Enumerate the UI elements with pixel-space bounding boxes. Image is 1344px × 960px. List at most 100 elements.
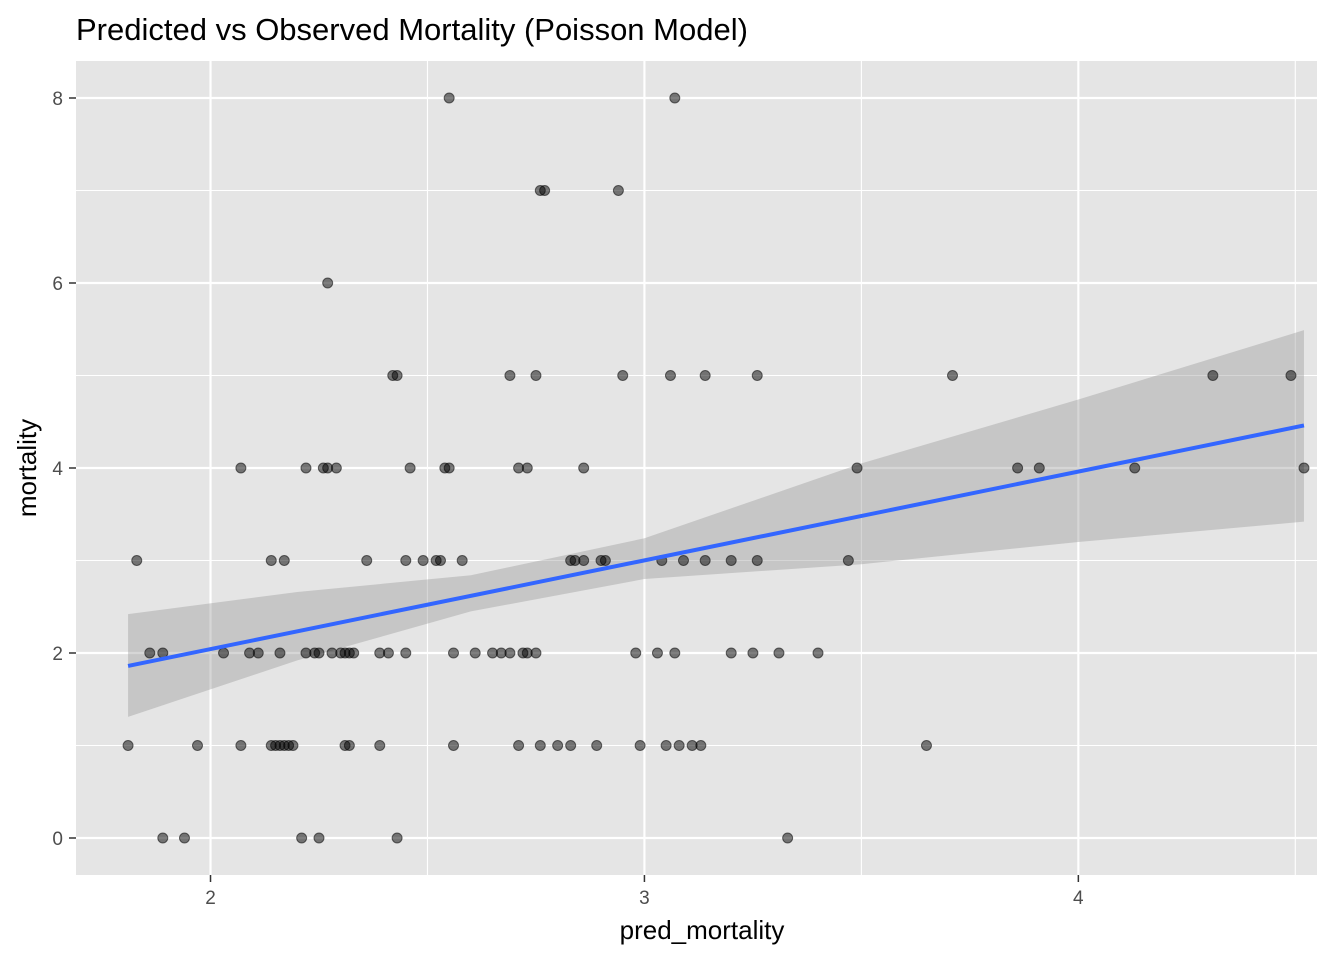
data-point bbox=[265, 555, 277, 566]
data-point bbox=[591, 740, 603, 751]
data-point bbox=[725, 647, 737, 659]
data-point bbox=[521, 462, 533, 474]
data-point bbox=[851, 462, 863, 474]
data-point bbox=[122, 740, 134, 751]
y-axis-title: mortality bbox=[12, 419, 42, 517]
data-point bbox=[391, 370, 403, 381]
data-point bbox=[578, 462, 590, 474]
data-point bbox=[651, 647, 663, 659]
data-point bbox=[513, 740, 525, 751]
data-point bbox=[669, 647, 681, 659]
data-point bbox=[812, 647, 824, 659]
data-point bbox=[677, 555, 689, 566]
data-point bbox=[612, 185, 624, 196]
data-point bbox=[235, 462, 247, 474]
data-point bbox=[448, 647, 460, 659]
data-point bbox=[751, 555, 763, 566]
data-point bbox=[391, 832, 403, 844]
y-tick-label: 6 bbox=[52, 274, 63, 295]
data-point bbox=[695, 740, 707, 751]
data-point bbox=[417, 555, 429, 566]
data-point bbox=[1033, 462, 1045, 474]
data-point bbox=[456, 555, 468, 566]
data-point bbox=[300, 462, 312, 474]
major-grid bbox=[76, 61, 1317, 875]
data-point bbox=[751, 370, 763, 381]
data-point bbox=[747, 647, 759, 659]
data-point bbox=[178, 832, 190, 844]
data-point bbox=[699, 555, 711, 566]
y-tick-label: 2 bbox=[52, 644, 63, 665]
y-axis-ticks: 0 2 4 6 8 bbox=[52, 89, 76, 850]
regression-line bbox=[127, 423, 1305, 668]
y-tick-label: 8 bbox=[52, 89, 63, 110]
data-point bbox=[530, 647, 542, 659]
data-point bbox=[235, 740, 247, 751]
data-point bbox=[400, 555, 412, 566]
data-point bbox=[725, 555, 737, 566]
data-point bbox=[617, 370, 629, 381]
x-axis-title: pred_mortality bbox=[620, 915, 785, 945]
confidence-band bbox=[128, 330, 1304, 717]
x-tick-label: 4 bbox=[1073, 888, 1084, 909]
data-point bbox=[252, 647, 264, 659]
data-point bbox=[1285, 370, 1297, 381]
data-point bbox=[131, 555, 143, 566]
data-point bbox=[348, 647, 360, 659]
data-point bbox=[278, 555, 290, 566]
data-point bbox=[443, 462, 455, 474]
data-point bbox=[343, 740, 355, 751]
data-point bbox=[287, 740, 299, 751]
data-point bbox=[1012, 462, 1024, 474]
chart-title: Predicted vs Observed Mortality (Poisson… bbox=[76, 12, 748, 47]
data-point bbox=[534, 740, 546, 751]
data-point bbox=[842, 555, 854, 566]
data-point bbox=[1298, 462, 1310, 474]
data-point bbox=[157, 832, 169, 844]
smooth-line-layer bbox=[127, 423, 1305, 668]
data-point bbox=[191, 740, 203, 751]
data-point bbox=[634, 740, 646, 751]
data-point bbox=[361, 555, 373, 566]
data-point bbox=[144, 647, 156, 659]
data-point bbox=[504, 370, 516, 381]
data-point bbox=[382, 647, 394, 659]
data-point bbox=[530, 370, 542, 381]
data-point bbox=[313, 832, 325, 844]
data-point bbox=[274, 647, 286, 659]
y-tick-label: 0 bbox=[52, 829, 63, 850]
data-point bbox=[330, 462, 342, 474]
data-point bbox=[673, 740, 685, 751]
data-point bbox=[469, 647, 481, 659]
x-tick-label: 3 bbox=[639, 888, 650, 909]
data-point bbox=[599, 555, 611, 566]
data-point bbox=[218, 647, 230, 659]
data-point bbox=[552, 740, 564, 751]
data-point bbox=[313, 647, 325, 659]
data-point bbox=[699, 370, 711, 381]
data-point bbox=[322, 277, 334, 289]
data-point bbox=[1207, 370, 1219, 381]
points-layer bbox=[122, 92, 1310, 844]
data-point bbox=[630, 647, 642, 659]
data-point bbox=[404, 462, 416, 474]
data-point bbox=[773, 647, 785, 659]
data-point bbox=[400, 647, 412, 659]
data-point bbox=[539, 185, 551, 196]
data-point bbox=[448, 740, 460, 751]
data-point bbox=[664, 370, 676, 381]
y-tick-label: 4 bbox=[52, 459, 63, 480]
data-point bbox=[920, 740, 932, 751]
confidence-band-layer bbox=[128, 330, 1304, 717]
data-point bbox=[296, 832, 308, 844]
x-axis-ticks: 2 3 4 bbox=[205, 875, 1084, 909]
data-point bbox=[374, 740, 386, 751]
data-point bbox=[782, 832, 794, 844]
data-point bbox=[578, 555, 590, 566]
x-tick-label: 2 bbox=[205, 888, 216, 909]
data-point bbox=[1129, 462, 1141, 474]
data-point bbox=[947, 370, 959, 381]
data-point bbox=[660, 740, 672, 751]
data-point bbox=[443, 92, 455, 104]
